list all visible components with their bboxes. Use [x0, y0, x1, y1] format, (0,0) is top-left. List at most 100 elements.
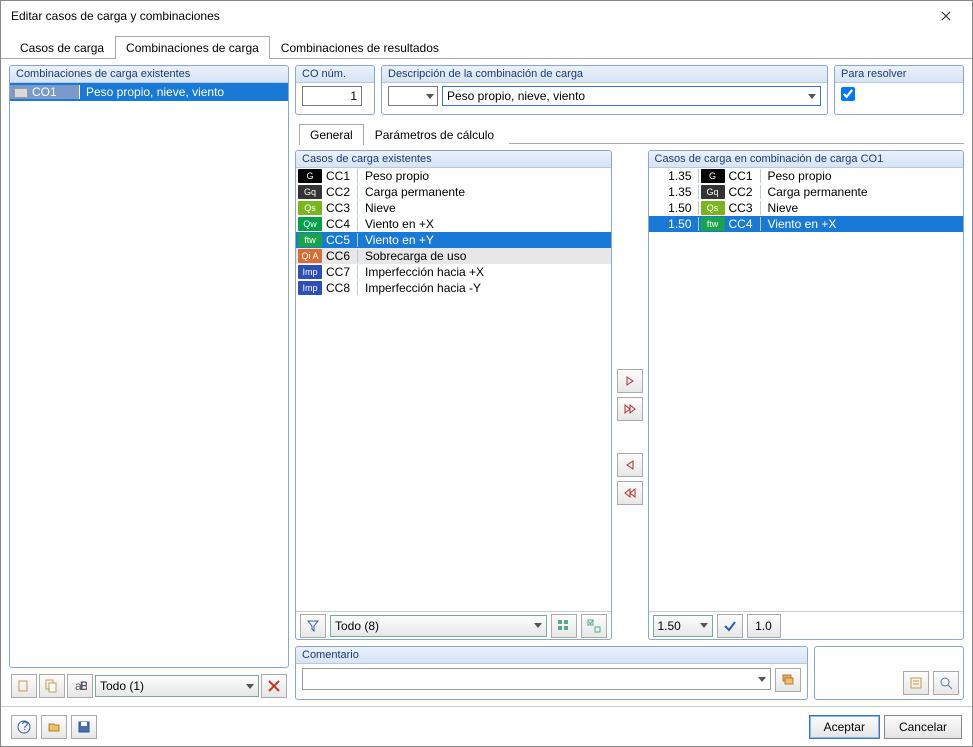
case-id: CC2 [324, 185, 358, 199]
co-type-select[interactable] [388, 86, 438, 106]
subtab-divider [509, 121, 964, 144]
case-name: Imperfección hacia +X [358, 265, 611, 279]
available-filter-select[interactable]: Todo (8) [330, 615, 547, 637]
case-row[interactable]: GqCC2Carga permanente [296, 184, 611, 200]
combo-row[interactable]: CO1Peso propio, nieve, viento [10, 83, 288, 101]
case-row[interactable]: QsCC3Nieve [296, 200, 611, 216]
case-row[interactable]: ImpCC8Imperfección hacia -Y [296, 280, 611, 296]
tab-casos-de-carga[interactable]: Casos de carga [9, 36, 115, 59]
co-desc-combo[interactable]: Peso propio, nieve, viento [442, 86, 821, 106]
combo-desc: Peso propio, nieve, viento [80, 85, 288, 99]
combo-case-row[interactable]: 1.50QsCC3Nieve [649, 200, 964, 216]
comment-combo[interactable] [302, 668, 771, 690]
case-factor: 1.35 [649, 169, 699, 183]
details-icon [909, 676, 923, 690]
co-desc-group: Descripción de la combinación de carga P… [381, 65, 828, 115]
comment-group: Comentario [295, 646, 808, 700]
add-all-button[interactable] [617, 397, 643, 421]
factor-select[interactable]: 1.50 [653, 615, 713, 637]
case-name: Carga permanente [358, 185, 611, 199]
combo-code: CO1 [10, 85, 80, 99]
to-solve-title: Para resolver [835, 66, 963, 83]
co-desc-title: Descripción de la combinación de carga [382, 66, 827, 83]
dialog-footer: ? Aceptar Cancelar [1, 706, 972, 746]
combo-case-row[interactable]: 1.50ftwCC4Viento en +X [649, 216, 964, 232]
combo-cases-footer: 1.50 1.0 [649, 611, 964, 639]
main-tabs: Casos de carga Combinaciones de carga Co… [1, 31, 972, 59]
case-id: CC4 [324, 217, 358, 231]
help-button[interactable]: ? [11, 715, 37, 739]
chevron-down-icon [534, 623, 542, 628]
open-button[interactable] [41, 715, 67, 739]
case-tag: G [298, 169, 322, 183]
case-row[interactable]: Qi ACC6Sobrecarga de uso [296, 248, 611, 264]
details-button[interactable] [903, 671, 929, 695]
case-row[interactable]: ImpCC7Imperfección hacia +X [296, 264, 611, 280]
case-tag: Qs [701, 201, 725, 215]
case-name: Viento en +X [358, 217, 611, 231]
rename-icon: aB [73, 679, 87, 693]
delete-button[interactable] [261, 674, 287, 698]
combo-case-row[interactable]: 1.35GCC1Peso propio [649, 168, 964, 184]
ok-button[interactable]: Aceptar [809, 715, 880, 739]
add-one-button[interactable] [617, 369, 643, 393]
case-tag: Gq [701, 185, 725, 199]
subtab-general[interactable]: General [299, 124, 364, 145]
multi-check-button[interactable] [581, 614, 607, 638]
case-row[interactable]: ftwCC5Viento en +Y [296, 232, 611, 248]
copy-button[interactable] [39, 674, 65, 698]
chevron-down-icon [758, 677, 766, 682]
available-cases-list[interactable]: GCC1Peso propioGqCC2Carga permanenteQsCC… [296, 168, 611, 611]
remove-all-button[interactable] [617, 481, 643, 505]
subtab-parametros[interactable]: Parámetros de cálculo [364, 124, 505, 145]
check-icon [723, 619, 737, 633]
available-cases-panel: Casos de carga existentes GCC1Peso propi… [295, 150, 612, 640]
help-icon: ? [17, 720, 31, 734]
comment-pick-button[interactable] [775, 668, 801, 692]
dialog-window: Editar casos de carga y combinaciones Ca… [0, 0, 973, 747]
to-solve-group: Para resolver [834, 65, 964, 115]
factor-value: 1.50 [658, 619, 681, 633]
case-name: Imperfección hacia -Y [358, 281, 611, 295]
combo-header-row: CO núm. Descripción de la combinación de… [295, 65, 964, 115]
preview-button[interactable] [933, 671, 959, 695]
chevron-down-icon [700, 623, 708, 628]
combo-cases-list[interactable]: 1.35GCC1Peso propio1.35GqCC2Carga perman… [649, 168, 964, 611]
combo-case-row[interactable]: 1.35GqCC2Carga permanente [649, 184, 964, 200]
titlebar: Editar casos de carga y combinaciones [1, 1, 972, 31]
case-id: CC1 [727, 169, 761, 183]
case-factor: 1.50 [649, 201, 699, 215]
filter-icon [306, 619, 320, 633]
close-button[interactable] [926, 3, 966, 29]
case-id: CC2 [727, 185, 761, 199]
save-button[interactable] [71, 715, 97, 739]
multi-add-button[interactable] [551, 614, 577, 638]
case-factor: 1.50 [649, 217, 699, 231]
horizontal-scrollbar[interactable] [10, 651, 288, 667]
new-button[interactable] [11, 674, 37, 698]
case-row[interactable]: QwCC4Viento en +X [296, 216, 611, 232]
co-number-input[interactable] [302, 86, 362, 106]
remove-one-button[interactable] [617, 453, 643, 477]
triangle-right-icon [623, 374, 637, 388]
reset-factor-button[interactable]: 1.0 [747, 614, 781, 638]
content-area: Combinaciones de carga existentes CO1Pes… [1, 59, 972, 706]
apply-factor-button[interactable] [717, 614, 743, 638]
combo-cases-title: Casos de carga en combinación de carga C… [649, 151, 964, 168]
case-row[interactable]: GCC1Peso propio [296, 168, 611, 184]
tab-combinaciones-de-carga[interactable]: Combinaciones de carga [115, 36, 270, 59]
existing-combos-list[interactable]: CO1Peso propio, nieve, viento [10, 83, 288, 651]
tab-combinaciones-de-resultados[interactable]: Combinaciones de resultados [270, 36, 450, 59]
left-filter-select[interactable]: Todo (1) [95, 675, 259, 697]
case-tag: ftw [298, 233, 322, 247]
case-factor: 1.35 [649, 185, 699, 199]
filter-button[interactable] [300, 614, 326, 638]
case-tag: Imp [298, 265, 322, 279]
delete-icon [267, 679, 281, 693]
to-solve-checkbox[interactable] [841, 87, 855, 101]
cancel-button[interactable]: Cancelar [884, 715, 962, 739]
rename-button[interactable]: aB [67, 674, 93, 698]
case-id: CC8 [324, 281, 358, 295]
case-name: Carga permanente [761, 185, 964, 199]
case-tag: Gq [298, 185, 322, 199]
